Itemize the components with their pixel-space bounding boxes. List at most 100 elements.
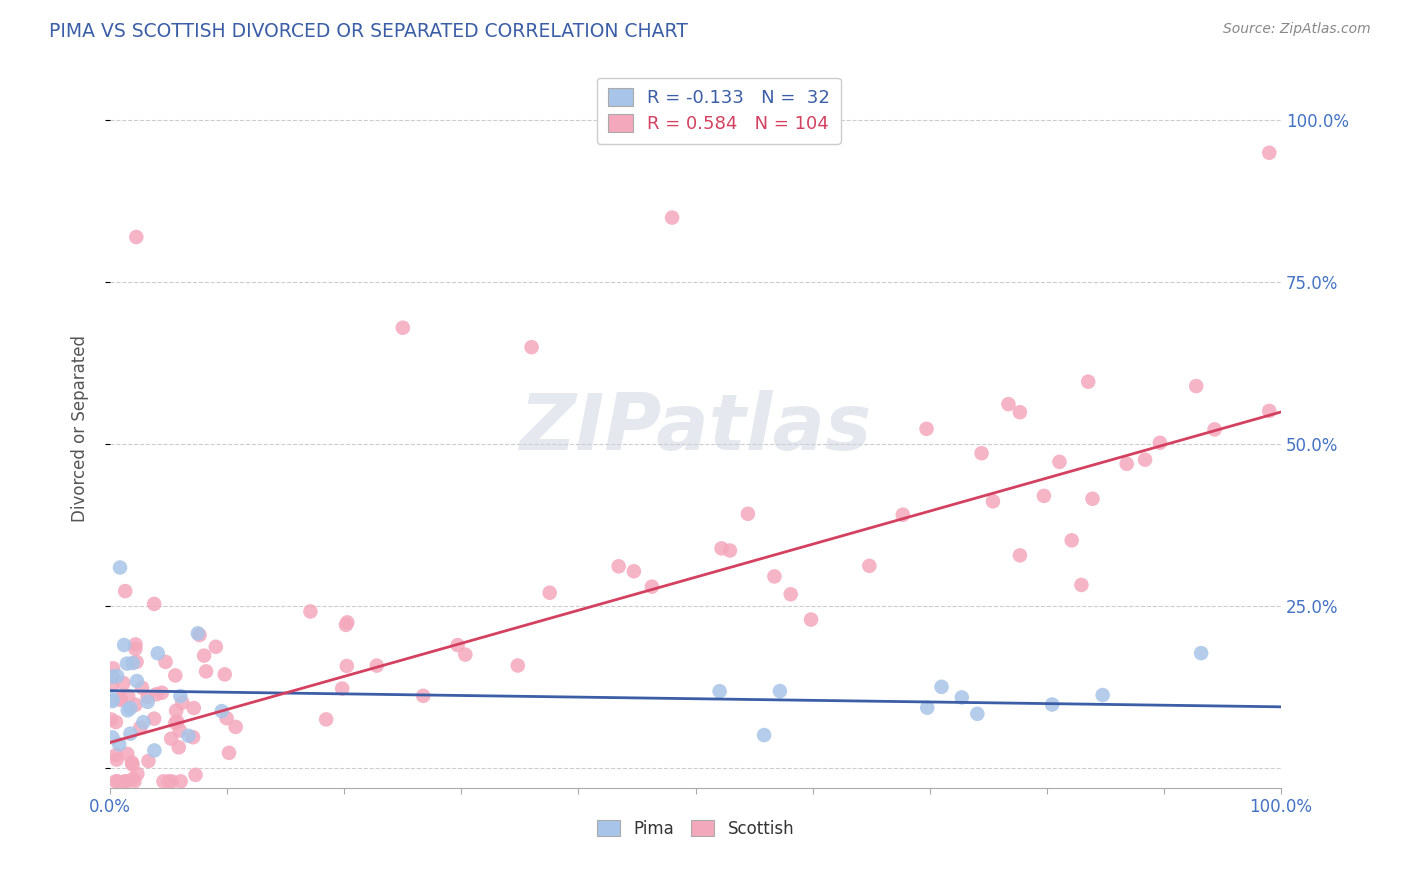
Point	[966, 706, 988, 721]
Point	[101, 661, 124, 675]
Point	[1070, 578, 1092, 592]
Point	[931, 680, 953, 694]
Point	[454, 648, 477, 662]
Point	[177, 729, 200, 743]
Point	[218, 746, 240, 760]
Text: PIMA VS SCOTTISH DIVORCED OR SEPARATED CORRELATION CHART: PIMA VS SCOTTISH DIVORCED OR SEPARATED C…	[49, 22, 688, 41]
Point	[752, 728, 775, 742]
Point	[108, 737, 131, 751]
Point	[1008, 549, 1031, 563]
Y-axis label: Divorced or Separated: Divorced or Separated	[72, 334, 89, 522]
Point	[101, 731, 124, 745]
Point	[1008, 405, 1031, 419]
Point	[446, 638, 468, 652]
Point	[125, 655, 148, 669]
Point	[143, 743, 166, 757]
Point	[165, 704, 187, 718]
Point	[150, 686, 173, 700]
Point	[1060, 533, 1083, 548]
Point	[143, 712, 166, 726]
Point	[122, 772, 145, 786]
Point	[204, 640, 226, 654]
Point	[165, 715, 187, 730]
Point	[124, 641, 146, 656]
Point	[970, 446, 993, 460]
Point	[169, 723, 191, 738]
Point	[1204, 422, 1226, 436]
Point	[1185, 379, 1208, 393]
Point	[114, 584, 136, 599]
Point	[160, 731, 183, 746]
Point	[187, 626, 209, 640]
Point	[335, 618, 357, 632]
Point	[160, 774, 183, 789]
Point	[1189, 646, 1212, 660]
Point	[101, 692, 124, 706]
Point	[105, 669, 128, 683]
Point	[152, 774, 174, 789]
Point	[188, 628, 211, 642]
Point	[172, 696, 194, 710]
Legend: Pima, Scottish: Pima, Scottish	[591, 813, 801, 844]
Point	[101, 694, 124, 708]
Point	[117, 689, 139, 703]
Point	[105, 747, 128, 762]
Point	[1040, 698, 1063, 712]
Point	[110, 693, 132, 707]
Point	[330, 681, 353, 696]
Point	[225, 720, 247, 734]
Point	[121, 756, 143, 770]
Point	[112, 638, 135, 652]
Point	[143, 597, 166, 611]
Point	[1258, 404, 1281, 418]
Point	[121, 757, 143, 772]
Point	[131, 681, 153, 695]
Point	[169, 774, 191, 789]
Point	[181, 730, 204, 744]
Point	[117, 747, 139, 761]
Point	[101, 670, 124, 684]
Point	[858, 558, 880, 573]
Point	[1049, 455, 1071, 469]
Point	[211, 704, 233, 718]
Point	[709, 684, 731, 698]
Point	[132, 715, 155, 730]
Point	[145, 687, 167, 701]
Point	[125, 230, 148, 244]
Point	[184, 768, 207, 782]
Point	[779, 587, 801, 601]
Point	[121, 656, 143, 670]
Point	[391, 320, 413, 334]
Point	[641, 580, 664, 594]
Point	[101, 669, 124, 683]
Point	[763, 569, 786, 583]
Point	[138, 754, 160, 768]
Point	[115, 657, 138, 671]
Point	[661, 211, 683, 225]
Point	[412, 689, 434, 703]
Point	[1032, 489, 1054, 503]
Point	[1149, 435, 1171, 450]
Point	[155, 655, 177, 669]
Point	[336, 659, 359, 673]
Point	[315, 712, 337, 726]
Point	[124, 637, 146, 651]
Point	[1133, 452, 1156, 467]
Point	[800, 613, 823, 627]
Point	[1081, 491, 1104, 506]
Point	[136, 690, 159, 704]
Point	[607, 559, 630, 574]
Point	[167, 740, 190, 755]
Point	[336, 615, 359, 630]
Point	[915, 422, 938, 436]
Point	[950, 690, 973, 705]
Point	[215, 711, 238, 725]
Point	[710, 541, 733, 556]
Point	[1077, 375, 1099, 389]
Point	[214, 667, 236, 681]
Point	[129, 721, 152, 735]
Point	[195, 665, 218, 679]
Point	[1091, 688, 1114, 702]
Point	[107, 774, 129, 789]
Point	[110, 691, 132, 706]
